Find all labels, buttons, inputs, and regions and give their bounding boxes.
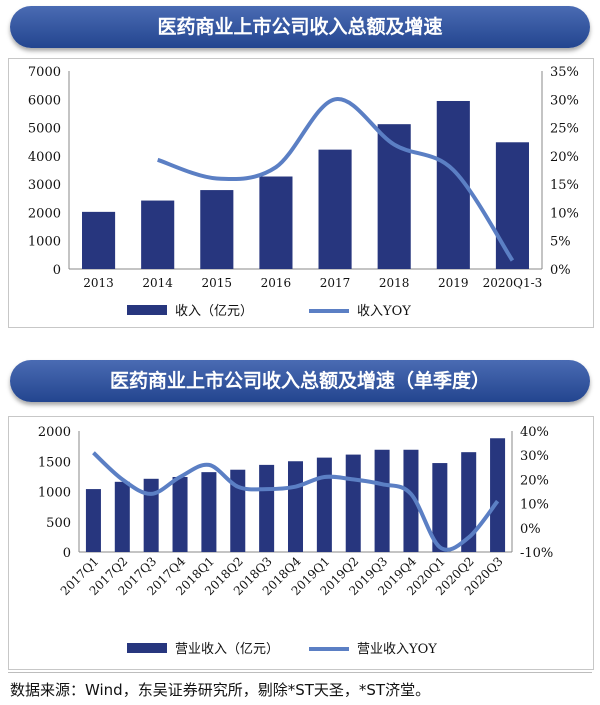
chart1-category-label: 2015 [202,276,233,290]
chart1-right-tick-label: 35% [550,65,579,80]
chart2-bar [490,438,506,552]
chart1-frame: 0 1000 2000 3000 4000 5000 6000 7000 0% 5% 10% 15% 2… [8,58,594,328]
chart1-left-tick-label: 0 [53,263,61,278]
chart2-legend-bar-label: 营业收入（亿元） [175,642,279,657]
chart1-category-label: 2018 [379,276,410,290]
chart1-legend-line-label: 收入YOY [357,304,411,319]
chart1-bar [259,176,293,269]
chart2-right-tick-label: 0% [520,522,541,537]
chart2-right-tick-label: 40% [520,425,549,440]
chart2-svg: 0500100015002000-10%0%10%20%30%40%2017Q1… [38,425,553,657]
chart1-category-label: 2019 [438,276,469,290]
chart2-legend-line-label: 营业收入YOY [357,642,437,657]
chart2-bar [287,461,304,552]
chart1-bar [200,190,234,269]
chart1-svg: 0 1000 2000 3000 4000 5000 6000 7000 0% 5% 10% 15% 2… [28,65,579,319]
chart2-frame: 0 500 1000 1500 2000 -10% 0% 10% 20% 30% 40% 2017Q1… [8,416,594,670]
chart1-right-tick-label: 0% [550,263,571,278]
chart1-bar [495,142,529,269]
chart1-left-tick-label: 5000 [28,122,61,137]
chart1-left-tick-label: 2000 [28,206,61,221]
chart2-legend-bar-swatch [127,643,167,653]
chart2-title: 医药商业上市公司收入总额及增速（单季度） [10,360,590,402]
chart2-yoy-line [92,451,500,552]
chart1-bar [141,200,175,269]
chart2-bar [230,469,246,552]
chart2-bar [143,478,159,552]
chart1-left-tick-label: 7000 [28,65,61,80]
chart2-right-tick-label: 20% [520,473,549,488]
chart1-legend-bar-swatch [127,305,167,315]
chart1-right-tick-label: 15% [550,178,579,193]
chart2-right-tick-label: 10% [520,498,549,513]
chart2-right-tick-label: -10% [520,546,553,561]
chart1-legend-bar-label: 收入（亿元） [175,304,253,319]
chart2-bar [374,449,390,552]
chart2-bar [461,452,477,552]
chart2-left-tick-label: 1000 [38,486,71,501]
chart1-left-tick-label: 1000 [28,235,61,250]
chart2-bar [432,463,448,552]
chart1-right-tick-label: 10% [550,206,579,221]
chart2-left-tick-label: 2000 [38,425,71,440]
chart2-bar [172,476,188,552]
chart1-right-tick-label: 25% [550,122,579,137]
chart1-category-label: 2020Q1-3 [483,276,543,290]
chart1-right-tick-label: 20% [550,150,579,165]
chart2-bar [403,449,419,552]
chart1-category-label: 2016 [261,276,292,290]
chart2-right-tick-label: 30% [520,449,549,464]
chart1-left-tick-label: 4000 [28,150,61,165]
source-note: 数据来源：Wind，东吴证券研究所，剔除*ST天圣，*ST济堂。 [10,681,431,699]
chart1-right-tick-label: 30% [550,93,579,108]
chart1-category-label: 2017 [320,276,351,290]
chart1-yoy-line [157,97,515,262]
chart1-right-tick-label: 5% [550,235,571,250]
chart1-category-label: 2013 [83,276,114,290]
chart2-bar [114,481,130,552]
chart1-bar [318,149,352,269]
chart1-left-tick-label: 6000 [28,93,61,108]
chart1-bar [82,211,116,269]
chart2-bar [316,457,332,552]
chart2-left-tick-label: 1500 [38,455,71,470]
chart1-left-tick-label: 3000 [28,178,61,193]
footer-divider [8,672,592,673]
chart2-bar [201,472,217,552]
chart1-title: 医药商业上市公司收入总额及增速 [10,6,590,48]
chart2-bar [345,454,361,552]
chart2-bar [85,489,101,552]
chart1-category-label: 2014 [142,276,173,290]
chart2-left-tick-label: 500 [46,516,71,531]
chart2-bar [259,464,275,552]
chart2-left-tick-label: 0 [63,546,71,561]
